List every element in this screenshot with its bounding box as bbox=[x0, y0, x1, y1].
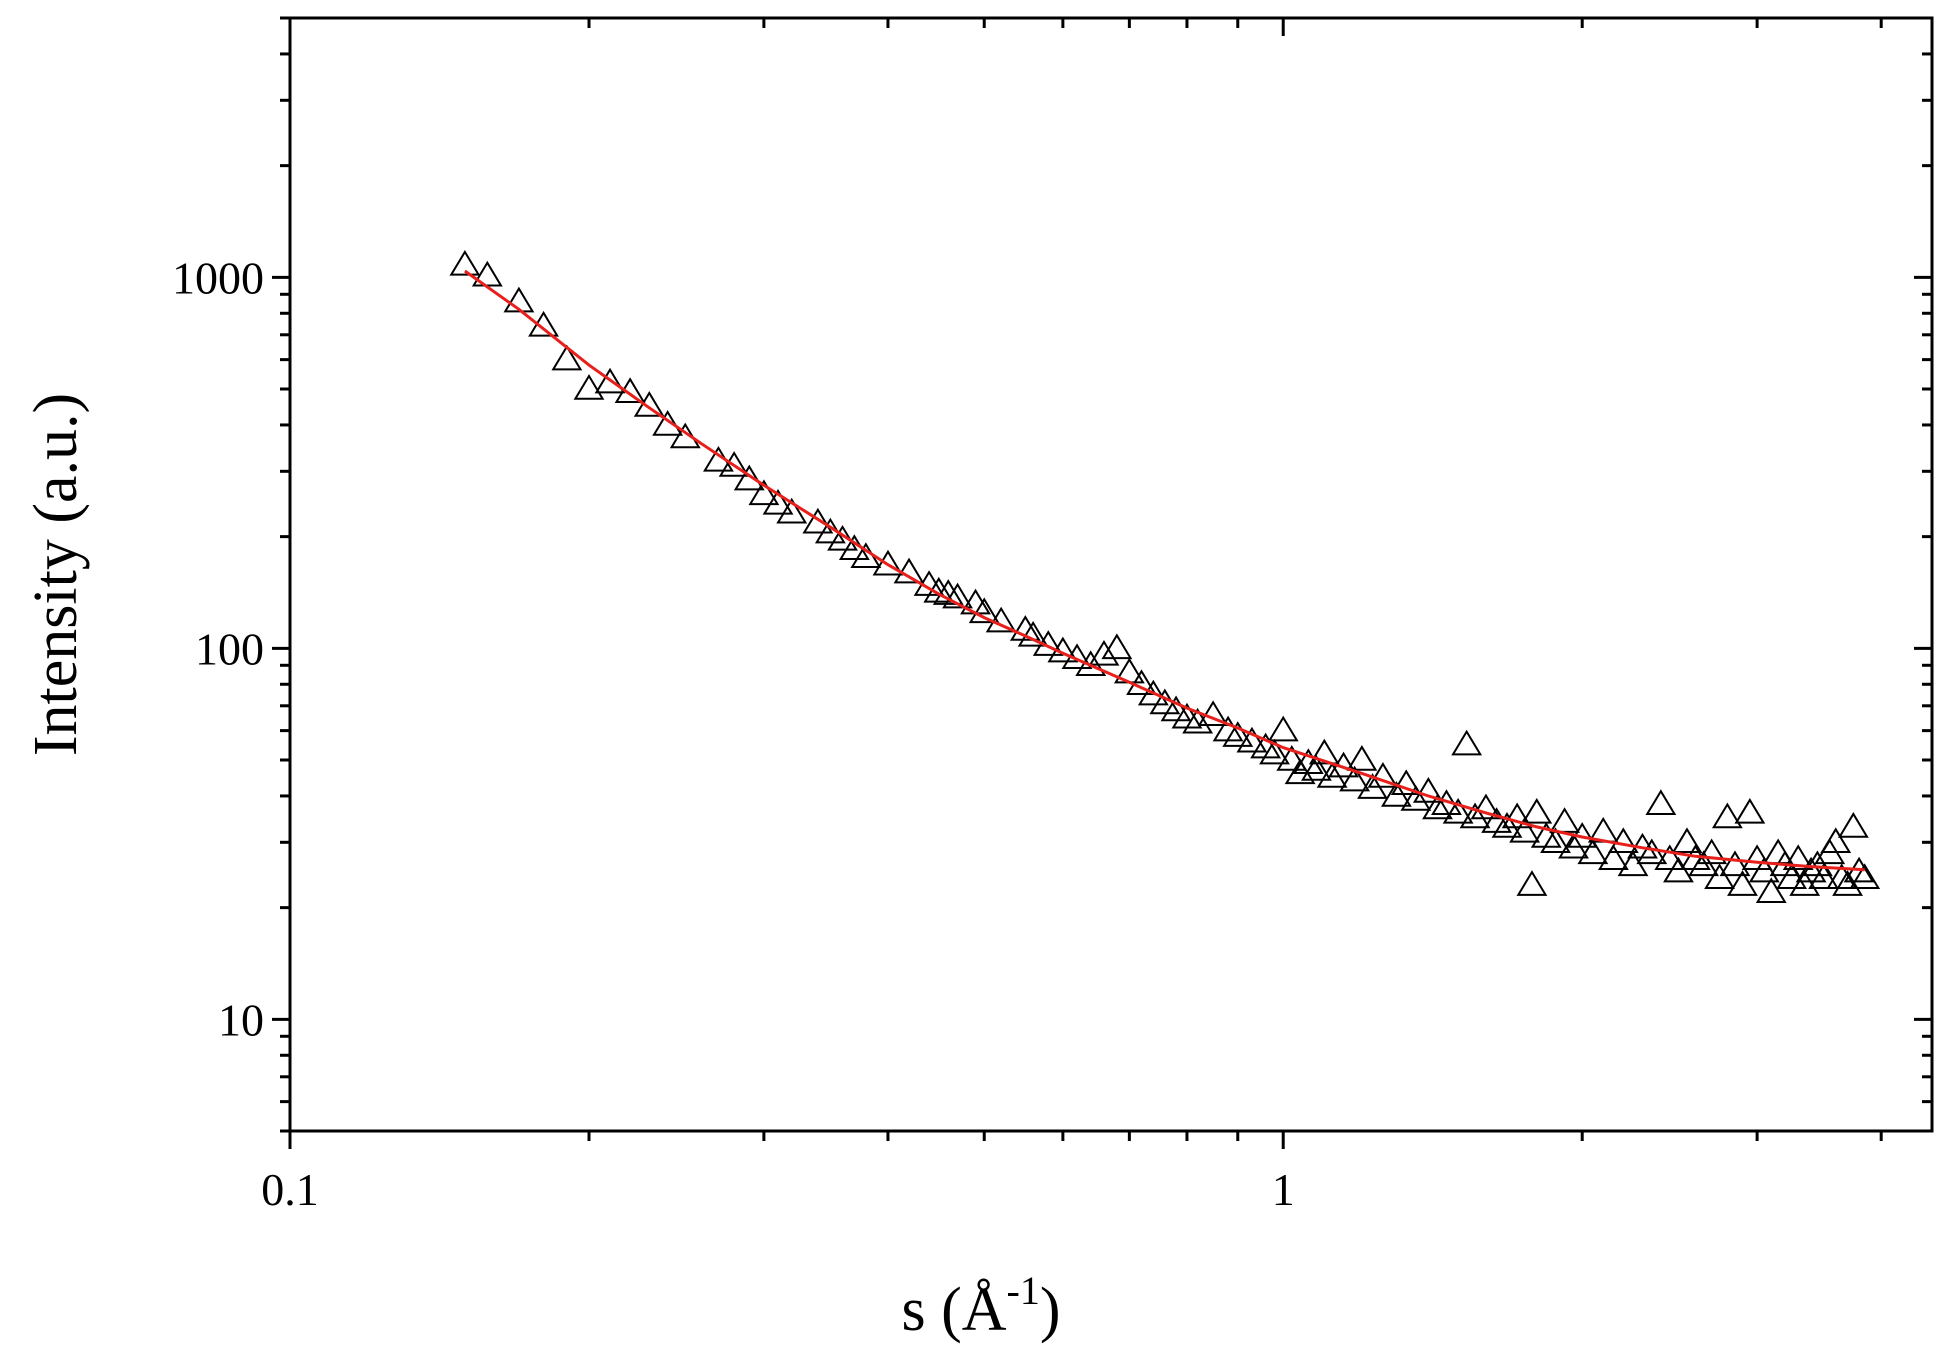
data-point-marker bbox=[872, 549, 904, 576]
data-point-marker bbox=[1711, 802, 1743, 829]
data-point-marker bbox=[1755, 877, 1787, 904]
data-point-marker bbox=[1137, 679, 1169, 706]
data-point-marker bbox=[1597, 844, 1629, 871]
plot-frame bbox=[288, 16, 1934, 1133]
data-point-marker bbox=[718, 451, 750, 477]
data-point-marker bbox=[1308, 738, 1340, 765]
data-point-marker bbox=[449, 249, 481, 276]
data-point-marker bbox=[1088, 639, 1120, 666]
data-point-marker bbox=[1367, 762, 1399, 788]
x-tick-label: 1 bbox=[1272, 1164, 1295, 1215]
data-point-marker bbox=[1267, 715, 1299, 742]
data-point-marker bbox=[1259, 738, 1290, 765]
data-point-marker bbox=[1577, 838, 1609, 865]
data-point-marker bbox=[932, 579, 964, 605]
data-point-marker bbox=[1451, 729, 1483, 756]
data-point-marker bbox=[1719, 850, 1751, 877]
data-point-marker bbox=[1762, 838, 1794, 865]
x-axis-title-close: ) bbox=[1040, 1276, 1061, 1344]
data-point-marker bbox=[1276, 745, 1308, 771]
data-point-marker bbox=[1182, 707, 1214, 734]
data-point-marker bbox=[1521, 797, 1553, 824]
data-point-marker bbox=[1540, 827, 1571, 854]
data-point-marker bbox=[1782, 844, 1814, 871]
data-point-marker bbox=[1501, 802, 1533, 829]
data-point-marker bbox=[1671, 827, 1703, 854]
data-point-marker bbox=[1126, 669, 1157, 696]
axis-tick-labels: 0.1 1 10 100 1000 bbox=[172, 252, 1295, 1215]
x-axis-title-main: s (Å bbox=[901, 1276, 1006, 1344]
data-point-marker bbox=[776, 497, 808, 524]
data-point-marker bbox=[1654, 844, 1686, 871]
data-point-marker bbox=[1820, 827, 1852, 854]
data-point-marker bbox=[733, 464, 765, 491]
data-point-marker bbox=[1339, 765, 1371, 792]
data-point-marker bbox=[703, 445, 734, 472]
data-point-marker bbox=[1704, 863, 1735, 890]
data-point-marker bbox=[1222, 721, 1254, 747]
data-point-marker bbox=[802, 507, 834, 534]
data-point-marker bbox=[985, 606, 1017, 633]
data-point-marker bbox=[762, 488, 794, 515]
data-point-marker bbox=[1009, 615, 1041, 641]
data-point-marker bbox=[748, 479, 780, 506]
data-point-marker bbox=[1530, 822, 1562, 848]
data-point-marker bbox=[1509, 816, 1541, 843]
y-tick-label: 1000 bbox=[172, 252, 264, 303]
data-point-marker bbox=[1470, 793, 1502, 820]
data-point-marker bbox=[1197, 700, 1229, 727]
data-point-marker bbox=[1776, 863, 1808, 890]
axis-ticks bbox=[272, 16, 1932, 1149]
data-point-marker bbox=[1491, 812, 1523, 838]
data-point-marker bbox=[614, 377, 646, 404]
data-point-marker bbox=[1292, 748, 1324, 775]
data-point-marker bbox=[1017, 620, 1049, 647]
data-point-marker bbox=[1795, 856, 1827, 883]
data-point-marker bbox=[1837, 812, 1869, 838]
data-point-marker bbox=[1390, 769, 1422, 796]
data-point-marker bbox=[893, 557, 925, 584]
data-point-marker bbox=[669, 422, 701, 449]
data-point-marker bbox=[573, 374, 605, 400]
x-axis-title-sup: -1 bbox=[1007, 1268, 1040, 1313]
data-point-marker bbox=[1663, 856, 1694, 883]
data-point-marker bbox=[1516, 870, 1548, 896]
y-tick-label: 100 bbox=[195, 623, 264, 674]
data-point-marker bbox=[1442, 797, 1474, 824]
data-point-marker bbox=[1400, 785, 1432, 811]
data-point-marker bbox=[1849, 863, 1881, 890]
y-tick-label: 10 bbox=[218, 994, 264, 1045]
data-point-marker bbox=[968, 597, 1000, 624]
data-point-marker bbox=[1160, 695, 1192, 722]
data-point-marker bbox=[503, 286, 535, 313]
x-tick-label: 0.1 bbox=[261, 1164, 319, 1215]
data-point-marker bbox=[942, 582, 973, 609]
data-point-marker bbox=[1734, 797, 1766, 824]
data-point-marker bbox=[1346, 745, 1378, 771]
data-point-marker bbox=[1236, 726, 1268, 753]
data-point-marker bbox=[1727, 870, 1758, 896]
data-point-marker bbox=[1808, 863, 1840, 890]
data-point-marker bbox=[1412, 777, 1444, 803]
data-point-marker bbox=[594, 367, 626, 394]
data-point-marker bbox=[1459, 802, 1491, 829]
y-axis-title: Intensity (a.u.) bbox=[22, 393, 90, 756]
data-point-marker bbox=[1300, 755, 1332, 781]
data-point-marker bbox=[551, 344, 583, 371]
x-axis-title: s (Å-1) bbox=[901, 1268, 1060, 1344]
fit-curve bbox=[464, 269, 1865, 872]
data-point-marker bbox=[1645, 789, 1677, 815]
data-point-marker bbox=[528, 310, 559, 337]
data-point-marker bbox=[1422, 793, 1453, 820]
data-point-marker bbox=[1696, 838, 1728, 865]
data-point-marker bbox=[1607, 827, 1639, 854]
data-point-marker bbox=[1101, 633, 1133, 660]
scatter-markers bbox=[449, 249, 1881, 904]
data-point-marker bbox=[1748, 856, 1780, 883]
